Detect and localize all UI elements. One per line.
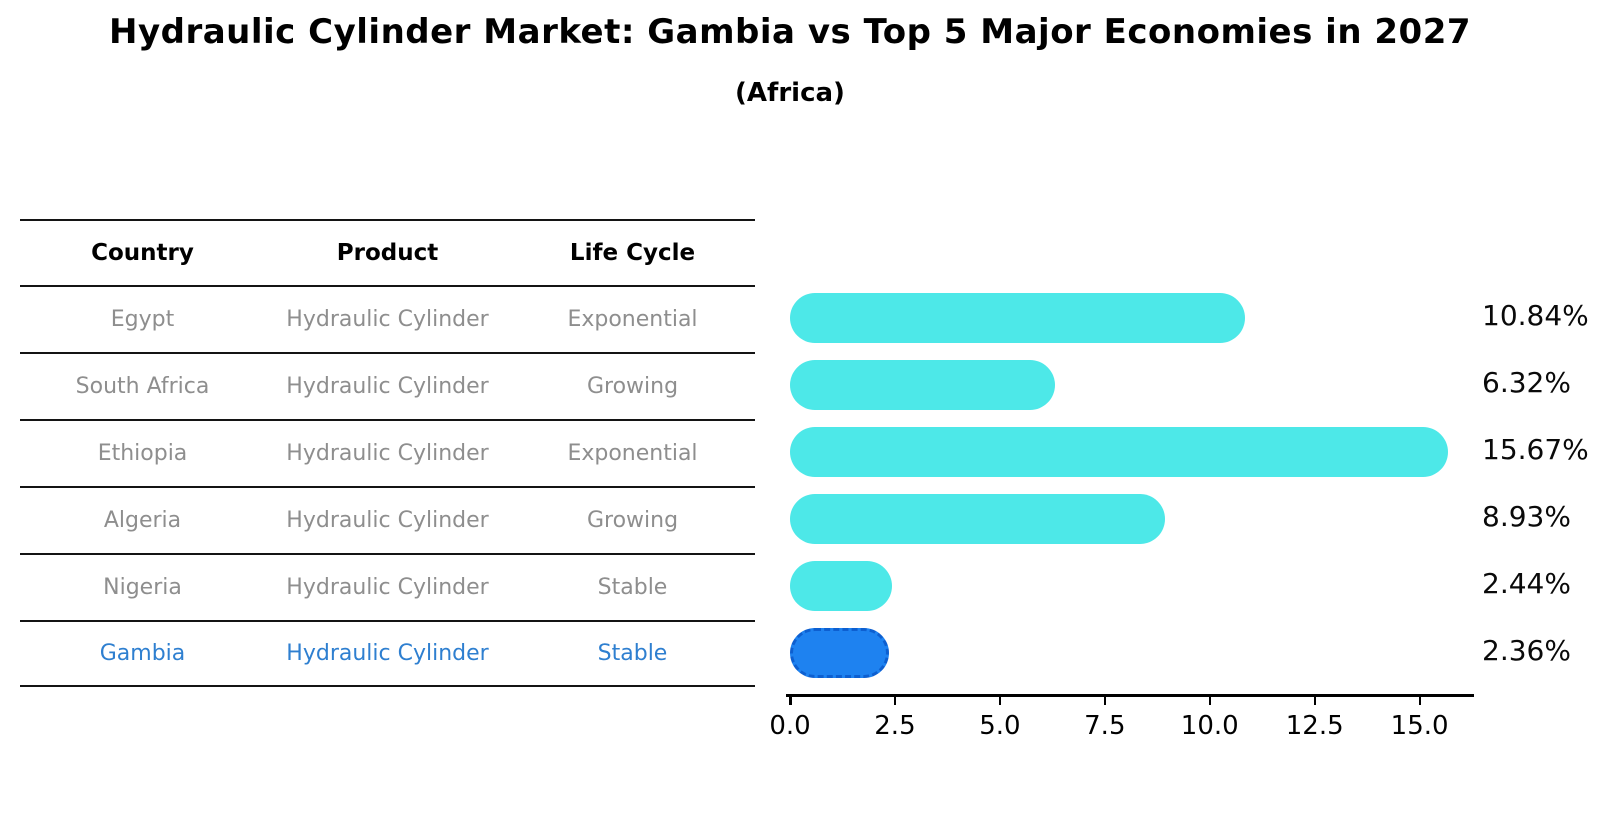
table-row-nigeria-cell: Hydraulic Cylinder bbox=[286, 575, 489, 600]
table-row-egypt: Egypt Hydraulic Cylinder Exponential bbox=[20, 285, 755, 352]
value-label-nigeria: 2.44% bbox=[1482, 566, 1571, 600]
country-table: Country Product Life Cycle Egypt Hydraulic C… bbox=[20, 219, 755, 687]
x-tick-mark bbox=[1208, 696, 1212, 705]
bar-ethiopia bbox=[790, 426, 1448, 477]
x-tick-label: 12.5 bbox=[1285, 711, 1344, 741]
table-row-gambia-cell: Gambia bbox=[99, 641, 186, 666]
table-row-algeria: Algeria Hydraulic Cylinder Growing bbox=[20, 486, 755, 553]
value-label-south-africa: 6.32% bbox=[1482, 365, 1571, 399]
table-row-gambia: Gambia Hydraulic Cylinder Stable bbox=[20, 620, 755, 687]
table-row-algeria-cell: Growing bbox=[586, 508, 679, 533]
x-tick-label: 7.5 bbox=[1084, 711, 1126, 741]
table-row-egypt-cell: Hydraulic Cylinder bbox=[286, 307, 489, 332]
table-row-ethiopia-cell: Ethiopia bbox=[97, 441, 188, 466]
value-label-ethiopia: 15.67% bbox=[1482, 432, 1589, 466]
x-axis-line bbox=[786, 694, 1474, 697]
table-row-algeria-cell: Algeria bbox=[103, 508, 182, 533]
value-label-gambia: 2.36% bbox=[1482, 633, 1571, 667]
table-row-south-africa-cell: Growing bbox=[586, 374, 679, 399]
table-row-gambia-cell: Stable bbox=[597, 641, 668, 666]
value-label-egypt: 10.84% bbox=[1482, 298, 1589, 332]
x-tick-label: 5.0 bbox=[979, 711, 1021, 741]
chart-title: Hydraulic Cylinder Market: Gambia vs Top… bbox=[108, 12, 1472, 52]
table-row-ethiopia: Ethiopia Hydraulic Cylinder Exponential bbox=[20, 419, 755, 486]
chart-subtitle: (Africa) bbox=[735, 78, 845, 108]
x-tick-label: 0.0 bbox=[769, 711, 811, 741]
x-tick-mark bbox=[1313, 696, 1317, 705]
x-tick-mark bbox=[789, 696, 792, 705]
table-row-nigeria-cell: Nigeria bbox=[103, 575, 182, 600]
table-header-row: Country Product Life Cycle bbox=[20, 219, 755, 285]
x-tick-label: 15.0 bbox=[1390, 711, 1449, 741]
table-row-south-africa-cell: Hydraulic Cylinder bbox=[286, 374, 489, 399]
table-row-algeria-cell: Hydraulic Cylinder bbox=[286, 508, 489, 533]
table-row-nigeria: Nigeria Hydraulic Cylinder Stable bbox=[20, 553, 755, 620]
x-tick-mark bbox=[998, 696, 1002, 705]
table-row-gambia-cell: Hydraulic Cylinder bbox=[286, 641, 489, 666]
x-tick-label: 2.5 bbox=[874, 711, 916, 741]
table-header-row-cell: Product bbox=[336, 240, 439, 266]
x-tick-mark bbox=[1103, 696, 1107, 705]
table-header-row-cell: Life Cycle bbox=[569, 240, 696, 266]
x-tick-label: 10.0 bbox=[1180, 711, 1239, 741]
table-row-egypt-cell: Egypt bbox=[110, 307, 175, 332]
table-row-ethiopia-cell: Hydraulic Cylinder bbox=[286, 441, 489, 466]
bar-nigeria bbox=[790, 560, 893, 611]
bar-algeria bbox=[790, 493, 1165, 544]
value-label-algeria: 8.93% bbox=[1482, 499, 1571, 533]
table-row-south-africa-cell: South Africa bbox=[75, 374, 210, 399]
x-tick-mark bbox=[893, 696, 897, 705]
bar-plot: 10.84% 6.32% 15.67% 8.93% 2.44% 2.36% 0.0 2.5 5.… bbox=[769, 219, 1589, 741]
bar-egypt bbox=[790, 292, 1245, 343]
table-row-nigeria-cell: Stable bbox=[597, 575, 668, 600]
bar-south-africa bbox=[790, 359, 1056, 410]
bar-gambia bbox=[790, 627, 890, 678]
x-tick-mark bbox=[1418, 696, 1422, 705]
table-row-ethiopia-cell: Exponential bbox=[567, 441, 698, 466]
table-row-egypt-cell: Exponential bbox=[567, 307, 698, 332]
table-row-south-africa: South Africa Hydraulic Cylinder Growing bbox=[20, 352, 755, 419]
table-header-row-cell: Country bbox=[91, 240, 194, 266]
